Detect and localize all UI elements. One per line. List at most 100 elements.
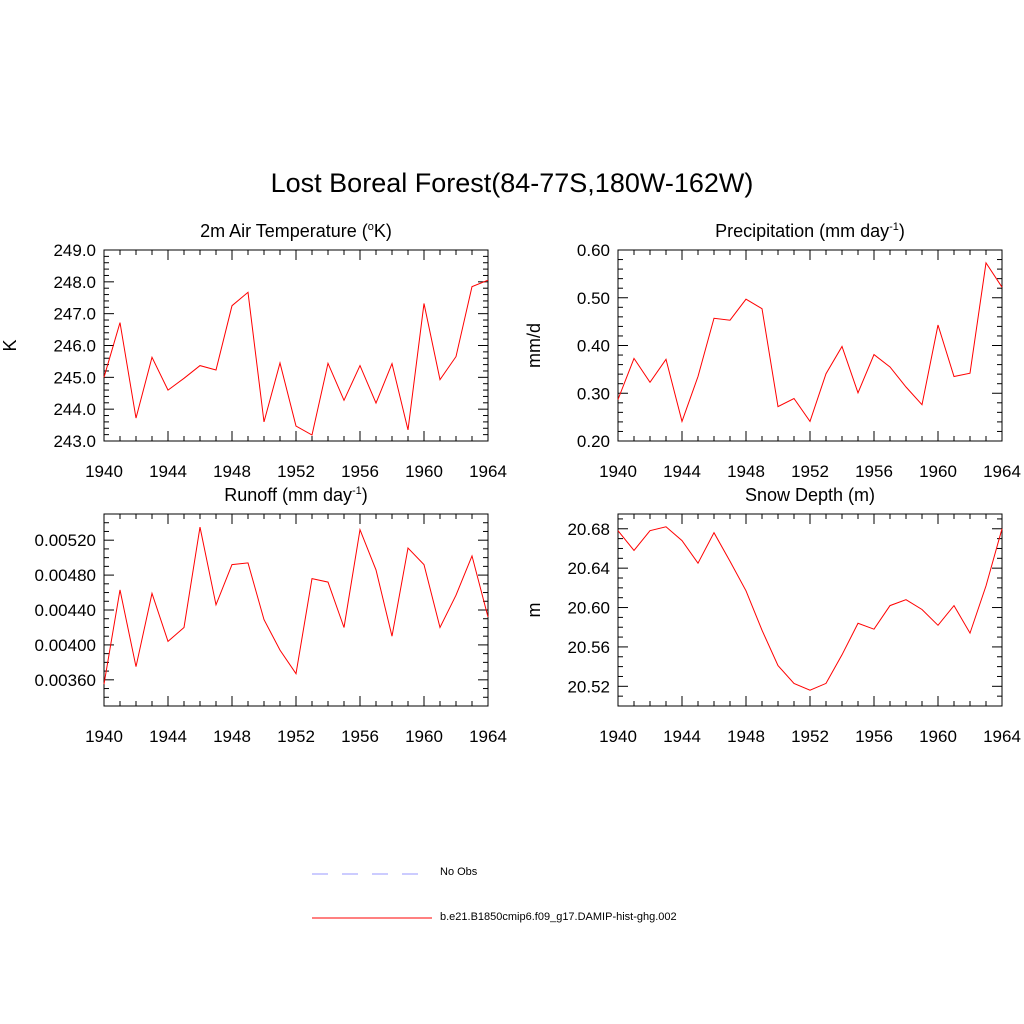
y-tick-label: 20.60 bbox=[567, 599, 610, 618]
data-point bbox=[953, 604, 955, 606]
data-point bbox=[841, 345, 843, 347]
data-point bbox=[937, 624, 939, 626]
data-point bbox=[825, 372, 827, 374]
x-tick-label: 1952 bbox=[791, 727, 829, 746]
data-point bbox=[343, 626, 345, 628]
data-point bbox=[151, 356, 153, 358]
data-point bbox=[231, 305, 233, 307]
y-axis-label: K bbox=[0, 339, 20, 351]
data-point bbox=[697, 562, 699, 564]
data-point bbox=[423, 302, 425, 304]
data-point bbox=[1001, 286, 1003, 288]
data-point bbox=[905, 386, 907, 388]
panel-title: Snow Depth (m) bbox=[745, 485, 875, 505]
series-line bbox=[617, 526, 1003, 691]
x-tick-label: 1944 bbox=[663, 462, 701, 481]
data-point bbox=[793, 397, 795, 399]
data-point bbox=[471, 555, 473, 557]
x-tick-label: 1964 bbox=[983, 462, 1021, 481]
data-point bbox=[391, 362, 393, 364]
panel-title: 2m Air Temperature (oK) bbox=[200, 221, 392, 241]
y-tick-label: 248.0 bbox=[53, 273, 96, 292]
data-point bbox=[873, 353, 875, 355]
y-tick-label: 0.60 bbox=[577, 241, 610, 260]
data-point bbox=[873, 628, 875, 630]
y-tick-label: 0.50 bbox=[577, 289, 610, 308]
data-point bbox=[119, 589, 121, 591]
data-point bbox=[119, 321, 121, 323]
x-tick-label: 1940 bbox=[85, 462, 123, 481]
legend bbox=[312, 873, 432, 919]
data-point bbox=[375, 569, 377, 571]
x-tick-label: 1948 bbox=[213, 462, 251, 481]
data-point bbox=[681, 420, 683, 422]
data-point bbox=[295, 673, 297, 675]
data-point bbox=[439, 626, 441, 628]
data-point bbox=[729, 560, 731, 562]
data-point bbox=[857, 622, 859, 624]
data-point bbox=[713, 317, 715, 319]
panel-4: Snow Depth (m) m 1940 1944 1948 1952 1956 1960 1… bbox=[524, 485, 1021, 746]
y-tick-label: 0.00440 bbox=[35, 601, 96, 620]
x-tick-label: 1956 bbox=[855, 727, 893, 746]
data-point bbox=[263, 618, 265, 620]
x-tick-label: 1944 bbox=[149, 462, 187, 481]
y-tick-label: 246.0 bbox=[53, 337, 96, 356]
data-point bbox=[311, 577, 313, 579]
data-point bbox=[151, 592, 153, 594]
data-point bbox=[327, 362, 329, 364]
data-point bbox=[793, 682, 795, 684]
y-tick-label: 0.00480 bbox=[35, 566, 96, 585]
data-point bbox=[423, 563, 425, 565]
data-point bbox=[889, 604, 891, 606]
data-point bbox=[135, 666, 137, 668]
panel-title: Runoff (mm day-1) bbox=[224, 485, 368, 505]
y-axis-label: mm/d bbox=[524, 323, 544, 368]
data-point bbox=[697, 375, 699, 377]
x-tick-label: 1964 bbox=[983, 727, 1021, 746]
data-point bbox=[777, 405, 779, 407]
y-tick-label: 20.64 bbox=[567, 559, 610, 578]
x-tick-label: 1940 bbox=[85, 727, 123, 746]
y-tick-label: 247.0 bbox=[53, 305, 96, 324]
data-point bbox=[231, 563, 233, 565]
data-point bbox=[407, 547, 409, 549]
data-point bbox=[391, 635, 393, 637]
y-tick-label: 245.0 bbox=[53, 368, 96, 387]
data-point bbox=[761, 308, 763, 310]
plot-frame bbox=[617, 513, 1003, 707]
x-tick-label: 1944 bbox=[663, 727, 701, 746]
data-point bbox=[761, 629, 763, 631]
data-point bbox=[215, 369, 217, 371]
data-point bbox=[439, 378, 441, 380]
data-point bbox=[279, 649, 281, 651]
data-point bbox=[825, 682, 827, 684]
data-point bbox=[921, 608, 923, 610]
series-line bbox=[617, 261, 1003, 424]
y-tick-label: 0.00400 bbox=[35, 636, 96, 655]
x-tick-label: 1960 bbox=[405, 462, 443, 481]
data-point bbox=[809, 420, 811, 422]
data-point bbox=[247, 291, 249, 293]
y-tick-label: 244.0 bbox=[53, 400, 96, 419]
panel-1: 2m Air Temperature (oK) K 1940 1944 1948 1952… bbox=[0, 221, 507, 481]
data-point bbox=[167, 389, 169, 391]
legend-label-no-obs: No Obs bbox=[440, 866, 478, 878]
data-point bbox=[183, 377, 185, 379]
x-tick-label: 1956 bbox=[855, 462, 893, 481]
data-point bbox=[905, 598, 907, 600]
data-point bbox=[985, 585, 987, 587]
panel-2: Precipitation (mm day-1) mm/d 1940 1944 1948… bbox=[524, 221, 1021, 481]
data-point bbox=[167, 640, 169, 642]
x-tick-label: 1956 bbox=[341, 727, 379, 746]
data-point bbox=[857, 392, 859, 394]
y-tick-label: 243.0 bbox=[53, 432, 96, 451]
data-point bbox=[199, 364, 201, 366]
x-tick-label: 1960 bbox=[919, 727, 957, 746]
y-tick-label: 0.20 bbox=[577, 432, 610, 451]
legend-label-model-run: b.e21.B1850cmip6.f09_g17.DAMIP-hist-ghg.… bbox=[440, 911, 677, 923]
y-tick-label: 0.30 bbox=[577, 384, 610, 403]
x-tick-label: 1960 bbox=[919, 462, 957, 481]
data-point bbox=[471, 285, 473, 287]
data-point bbox=[199, 526, 201, 528]
